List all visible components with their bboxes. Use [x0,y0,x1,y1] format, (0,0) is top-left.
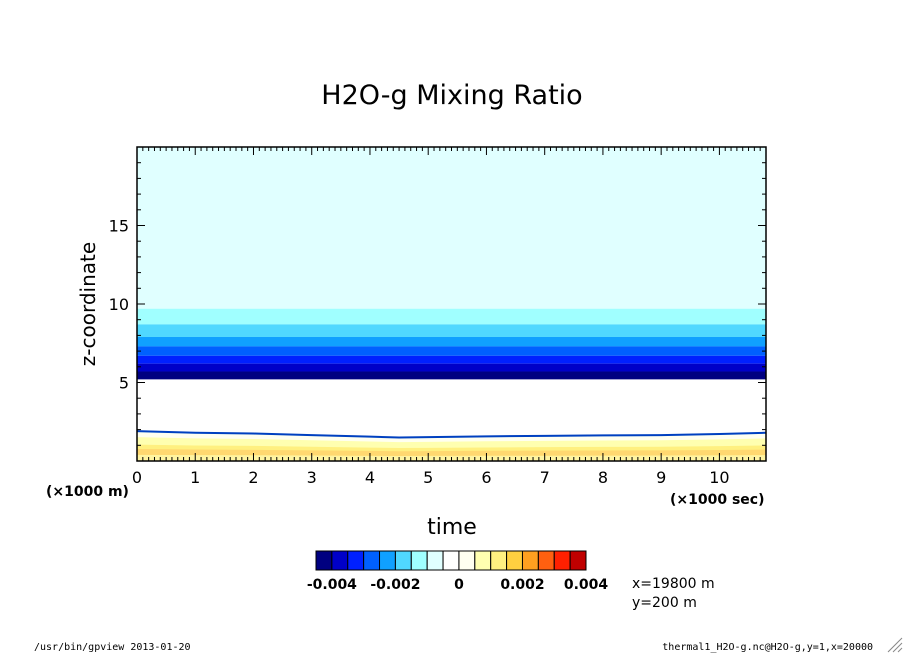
colorbar-swatch-11 [490,550,508,571]
colorbar-swatch-12 [506,550,523,571]
colorbar-swatch-13 [521,550,539,571]
contour-band-6 [137,363,766,372]
footer-left: /usr/bin/gpview 2013-01-20 [34,642,191,653]
x-tick-label-7: 7 [540,468,550,487]
colorbar-swatch-15 [553,550,571,571]
colorbar-swatch-7 [426,550,444,571]
colorbar-swatch-9 [458,550,476,571]
x-tick-label-3: 3 [307,468,317,487]
x-tick-label-10: 10 [709,468,729,487]
x-axis-unit: (×1000 sec) [670,492,765,508]
y-tick-label-5: 5 [119,374,129,393]
contour-band-5 [137,355,766,364]
x-axis: 0 1 2 3 4 5 6 7 8 9 10 [132,147,767,487]
y-axis-unit: (×1000 m) [46,484,129,500]
x-tick-label-4: 4 [365,468,375,487]
colorbar-swatch-8 [442,550,460,571]
colorbar-swatch-2 [347,550,365,571]
colorbar-swatch-1 [331,550,349,571]
contour-band-1 [137,308,766,325]
colorbar-swatch-16 [569,550,587,571]
boundary-layer-top-line [137,430,766,439]
y-tick-label-15: 15 [109,217,129,236]
footer-right: thermal1_H2O-g.nc@H2O-g,y=1,x=20000 [662,642,873,653]
colorbar-swatch-14 [537,550,555,571]
colorbar-swatch-5 [394,550,412,571]
x-tick-label-8: 8 [598,468,608,487]
chart-title: H2O-g Mixing Ratio [321,80,582,111]
x-tick-label-0: 0 [132,468,142,487]
colorbar-label-0: -0.004 [307,577,357,593]
y-slice-info: y=200 m [632,595,697,611]
colorbar [315,550,587,571]
y-axis: 5 10 15 [109,146,766,462]
x-tick-label-9: 9 [656,468,666,487]
colorbar-swatch-10 [474,550,492,571]
colorbar-label-4: 0.004 [564,577,609,593]
plot-area [137,147,766,461]
colorbar-swatch-0 [315,550,333,571]
contour-bands [137,147,766,380]
contour-band-3 [137,336,766,347]
colorbar-label-3: 0.002 [500,577,544,593]
contour-band-4 [137,346,766,356]
y-axis-label: z-coordinate [76,242,100,366]
colorbar-swatch-6 [410,550,428,571]
x-axis-label: time [427,515,477,540]
colorbar-swatch-4 [379,550,396,571]
x-tick-label-5: 5 [423,468,433,487]
contour-band-0 [137,147,766,309]
colorbar-label-2: 0 [454,577,464,593]
colorbar-labels: -0.004 -0.002 0 0.002 0.004 [307,577,609,593]
resize-grip-icon[interactable] [887,637,903,653]
colorbar-label-1: -0.002 [370,577,420,593]
contour-band-7 [137,371,766,380]
x-tick-label-1: 1 [190,468,200,487]
y-tick-label-10: 10 [109,295,129,314]
x-tick-label-6: 6 [481,468,491,487]
x-slice-info: x=19800 m [632,576,715,592]
x-tick-label-2: 2 [248,468,258,487]
contour-band-2 [137,324,766,337]
colorbar-swatch-3 [363,550,381,571]
